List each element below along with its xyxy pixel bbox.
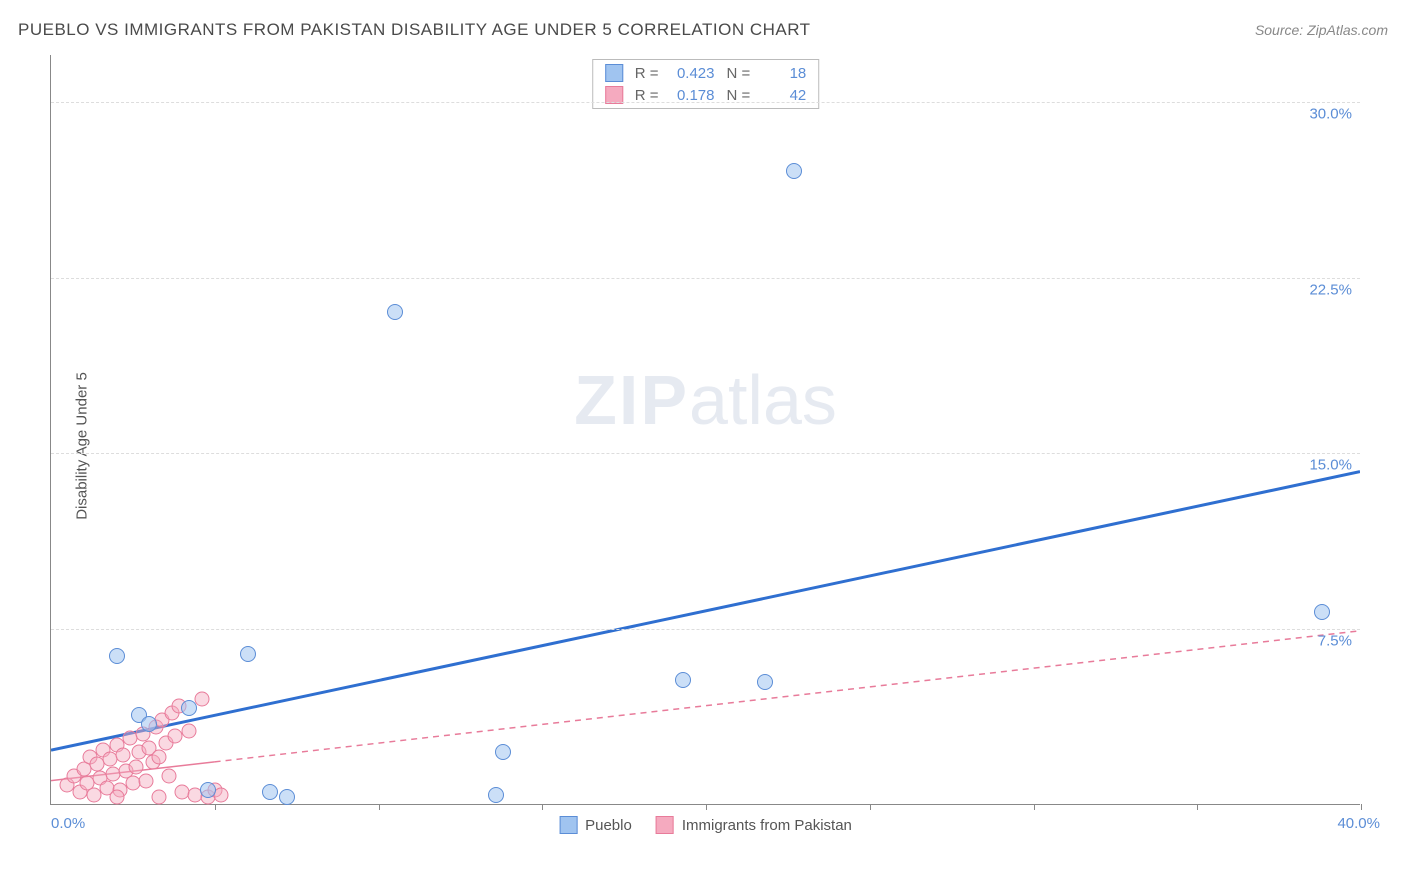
legend-swatch-pakistan	[656, 816, 674, 834]
y-tick-label: 7.5%	[1318, 633, 1352, 650]
data-point	[488, 787, 504, 803]
watermark-zip: ZIP	[574, 361, 689, 439]
data-point	[141, 716, 157, 732]
data-point	[495, 744, 511, 760]
chart-header: PUEBLO VS IMMIGRANTS FROM PAKISTAN DISAB…	[18, 20, 1388, 40]
data-point	[116, 747, 131, 762]
data-point	[279, 789, 295, 805]
data-point	[109, 648, 125, 664]
x-tick	[215, 804, 216, 810]
gridline	[51, 102, 1360, 103]
source-name: ZipAtlas.com	[1307, 22, 1388, 38]
data-point	[786, 163, 802, 179]
swatch-pueblo	[605, 64, 623, 82]
data-point	[181, 724, 196, 739]
data-point	[240, 646, 256, 662]
data-point	[181, 700, 197, 716]
data-point	[194, 691, 209, 706]
watermark: ZIPatlas	[574, 360, 837, 440]
data-point	[129, 759, 144, 774]
x-tick	[1034, 804, 1035, 810]
data-point	[161, 768, 176, 783]
x-tick	[706, 804, 707, 810]
data-point	[387, 304, 403, 320]
data-point	[152, 750, 167, 765]
r-label: R =	[635, 65, 659, 82]
data-point	[200, 782, 216, 798]
n-label: N =	[727, 65, 751, 82]
legend-label-pueblo: Pueblo	[585, 817, 632, 834]
gridline	[51, 453, 1360, 454]
data-point	[109, 789, 124, 804]
source-prefix: Source:	[1255, 22, 1307, 38]
x-axis-max-label: 40.0%	[1337, 815, 1380, 832]
x-tick	[542, 804, 543, 810]
data-point	[138, 773, 153, 788]
trendlines-svg	[51, 55, 1360, 804]
x-tick	[379, 804, 380, 810]
x-tick	[1197, 804, 1198, 810]
x-tick	[1361, 804, 1362, 810]
watermark-atlas: atlas	[689, 361, 837, 439]
source-attribution: Source: ZipAtlas.com	[1255, 22, 1388, 38]
legend-label-pakistan: Immigrants from Pakistan	[682, 817, 852, 834]
scatter-plot-area: ZIPatlas R = 0.423 N = 18 R = 0.178 N = …	[50, 55, 1360, 805]
r-value-pueblo: 0.423	[667, 65, 715, 82]
legend-item-pueblo: Pueblo	[559, 816, 632, 834]
data-point	[1314, 604, 1330, 620]
legend-swatch-pueblo	[559, 816, 577, 834]
gridline	[51, 278, 1360, 279]
n-value-pueblo: 18	[758, 65, 806, 82]
data-point	[757, 674, 773, 690]
data-point	[262, 784, 278, 800]
data-point	[152, 789, 167, 804]
x-axis-origin-label: 0.0%	[51, 815, 85, 832]
chart-title: PUEBLO VS IMMIGRANTS FROM PAKISTAN DISAB…	[18, 20, 811, 40]
y-tick-label: 15.0%	[1309, 457, 1352, 474]
y-tick-label: 30.0%	[1309, 105, 1352, 122]
series-legend: Pueblo Immigrants from Pakistan	[559, 816, 852, 834]
x-tick	[870, 804, 871, 810]
data-point	[675, 672, 691, 688]
gridline	[51, 629, 1360, 630]
y-tick-label: 22.5%	[1309, 281, 1352, 298]
legend-row-pueblo: R = 0.423 N = 18	[593, 62, 819, 84]
legend-item-pakistan: Immigrants from Pakistan	[656, 816, 852, 834]
